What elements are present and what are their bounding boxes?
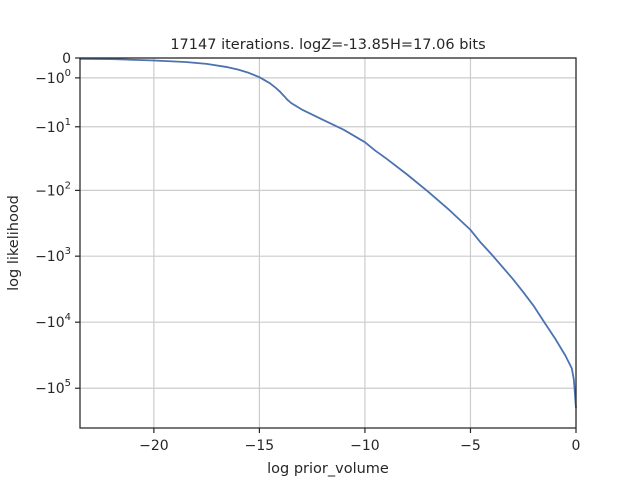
y-tick-label: −100 <box>35 68 71 87</box>
x-tick-label: −5 <box>460 438 481 454</box>
x-tick-label: −15 <box>245 438 275 454</box>
y-tick-label: −101 <box>35 117 71 136</box>
x-tick-label: −10 <box>350 438 380 454</box>
y-axis-label: log likelihood <box>6 195 22 291</box>
y-tick-label: −105 <box>35 378 71 397</box>
plot-area <box>80 58 576 428</box>
series-line <box>79 57 577 409</box>
x-tick-label: 0 <box>572 438 581 454</box>
y-tick-label: −104 <box>35 312 71 331</box>
y-tick-label: −103 <box>35 246 71 265</box>
plot-frame <box>79 57 577 429</box>
ticks: −20 −15 −10 −5 00−100−101−102−103−104−105 <box>35 51 580 454</box>
y-tick-label: −102 <box>35 180 71 199</box>
x-axis-label: log prior_volume <box>267 461 389 477</box>
x-tick-label: −20 <box>139 438 169 454</box>
series-layer <box>79 57 577 409</box>
y-tick-label: 0 <box>62 51 71 67</box>
chart-title: 17147 iterations. logZ=-13.85H=17.06 bit… <box>170 37 485 53</box>
